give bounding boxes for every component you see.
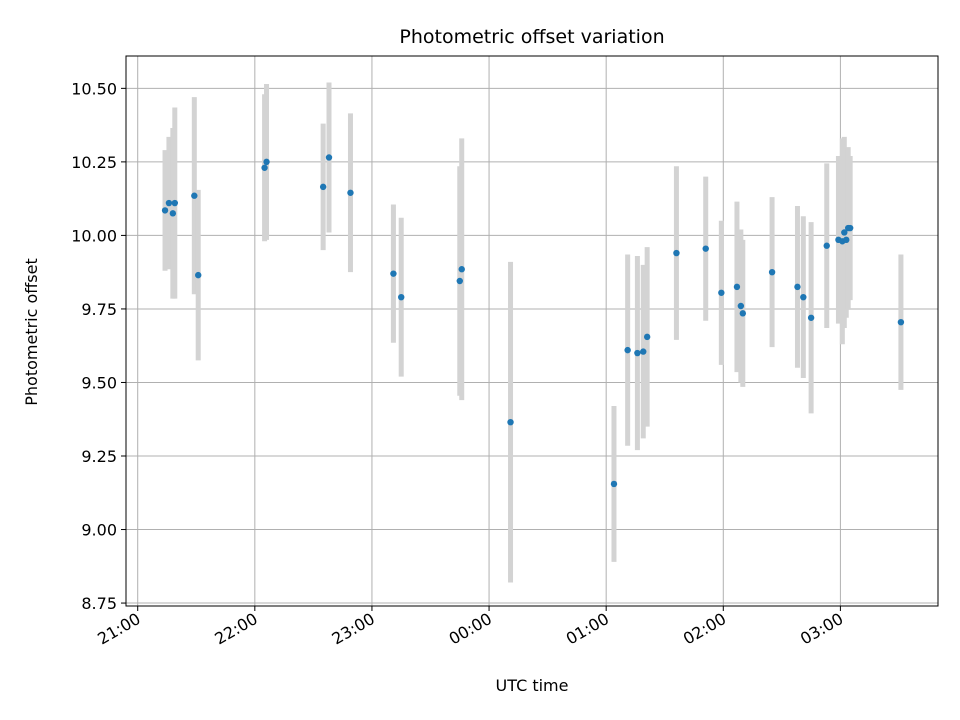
y-tick-label: 9.25 [81,447,117,466]
data-point [161,207,169,214]
x-tick-label: 03:00 [797,609,846,649]
data-point [610,480,618,488]
x-axis-title: UTC time [496,676,569,695]
data-point [800,293,807,301]
data-point [718,289,725,296]
x-tick-label: 22:00 [211,609,260,649]
data-point [171,199,178,207]
data-point [390,270,397,277]
y-axis: 8.75 9.00 9.25 9.50 9.75 10.00 10.25 10.50 [71,79,126,613]
data-point [673,249,680,257]
data-point [733,283,741,291]
data-point [165,199,173,207]
data-point [458,266,465,273]
data-point [398,293,405,301]
x-tick-label: 02:00 [680,609,729,649]
x-axis: 21:00 22:00 23:00 00:00 01:00 02:00 03:00 [94,606,846,649]
data-point [261,164,268,171]
data-points [161,154,905,488]
y-tick-label: 10.50 [71,79,117,98]
data-point [634,349,641,357]
data-point [768,268,776,276]
data-point [846,224,854,232]
data-point [807,314,815,321]
data-point [325,154,333,161]
y-tick-label: 9.50 [81,373,117,392]
data-point [737,302,745,310]
data-point [191,192,198,199]
y-tick-label: 9.75 [81,300,117,319]
x-tick-label: 01:00 [563,609,612,649]
y-tick-label: 8.75 [81,594,117,613]
y-tick-label: 10.25 [71,153,117,172]
data-point [195,271,202,279]
data-point [169,210,177,217]
data-point [507,418,514,426]
data-point [263,158,270,166]
error-bars [162,82,904,583]
data-point [823,242,830,249]
data-point [702,245,709,252]
y-axis-title: Photometric offset [22,258,41,406]
data-point [624,346,631,354]
data-point [456,277,463,285]
y-tick-label: 10.00 [71,226,117,245]
y-tick-label: 9.00 [81,521,117,540]
data-point [841,229,848,236]
chart-title: Photometric offset variation [399,26,664,48]
data-point [794,283,801,291]
data-point [897,318,905,326]
data-point [640,348,647,355]
x-tick-label: 23:00 [329,609,378,649]
plot-frame [125,55,939,607]
data-point [643,333,651,341]
grid [126,56,938,606]
data-point [843,236,850,244]
data-point [739,310,747,317]
data-point [319,183,327,191]
x-tick-label: 21:00 [94,609,143,649]
x-tick-label: 00:00 [446,609,495,649]
data-point [347,189,354,196]
